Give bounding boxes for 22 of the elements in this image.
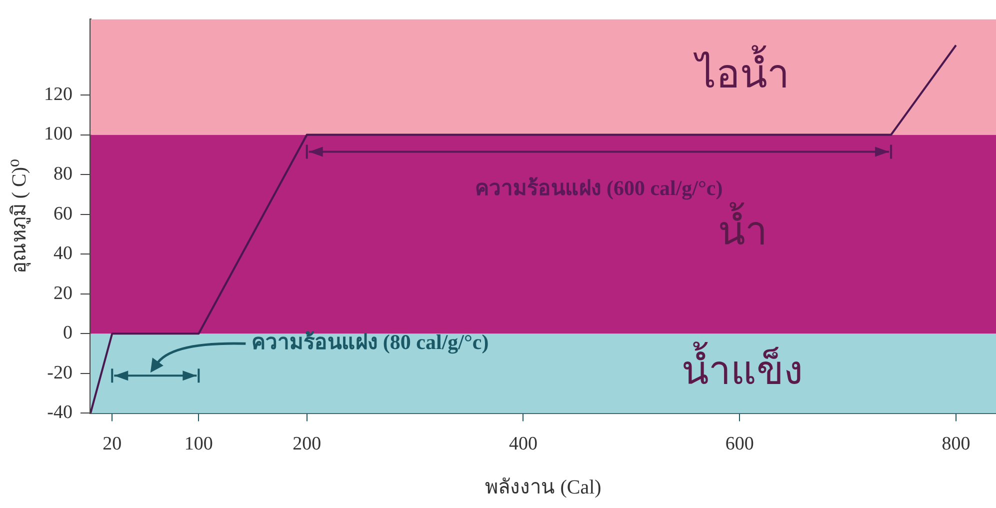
y-tick-label: 120 bbox=[44, 84, 72, 105]
y-tick-label: -40 bbox=[47, 402, 72, 424]
y-tick-label: 80 bbox=[54, 164, 72, 185]
x-tick-label: 600 bbox=[725, 434, 754, 455]
x-tick-label: 20 bbox=[102, 434, 122, 455]
x-axis-title: พลังงาน (Cal) bbox=[485, 476, 602, 498]
band-label: ไอน้ำ bbox=[692, 44, 789, 97]
y-axis-title: อุณหภูมิ ( C)⁰ bbox=[8, 158, 32, 274]
y-tick-label: -20 bbox=[47, 362, 72, 384]
annotation: ความร้อนแฝง (80 cal/g/°c) bbox=[252, 330, 489, 354]
band-label: น้ำ bbox=[718, 202, 767, 254]
y-tick-label: 100 bbox=[44, 124, 72, 145]
y-tick-label: 20 bbox=[54, 282, 72, 304]
y-tick-label: 60 bbox=[54, 203, 72, 224]
y-tick-label: 0 bbox=[63, 322, 72, 344]
x-tick-label: 800 bbox=[942, 434, 970, 455]
x-tick-label: 200 bbox=[292, 434, 322, 455]
x-tick-label: 100 bbox=[184, 434, 213, 455]
y-tick-label: 40 bbox=[54, 243, 72, 264]
x-tick-label: 400 bbox=[508, 434, 538, 455]
annotation: ความร้อนแฝง (600 cal/g/°c) bbox=[475, 176, 723, 200]
band-label: น้ำแข็ง bbox=[681, 340, 804, 393]
